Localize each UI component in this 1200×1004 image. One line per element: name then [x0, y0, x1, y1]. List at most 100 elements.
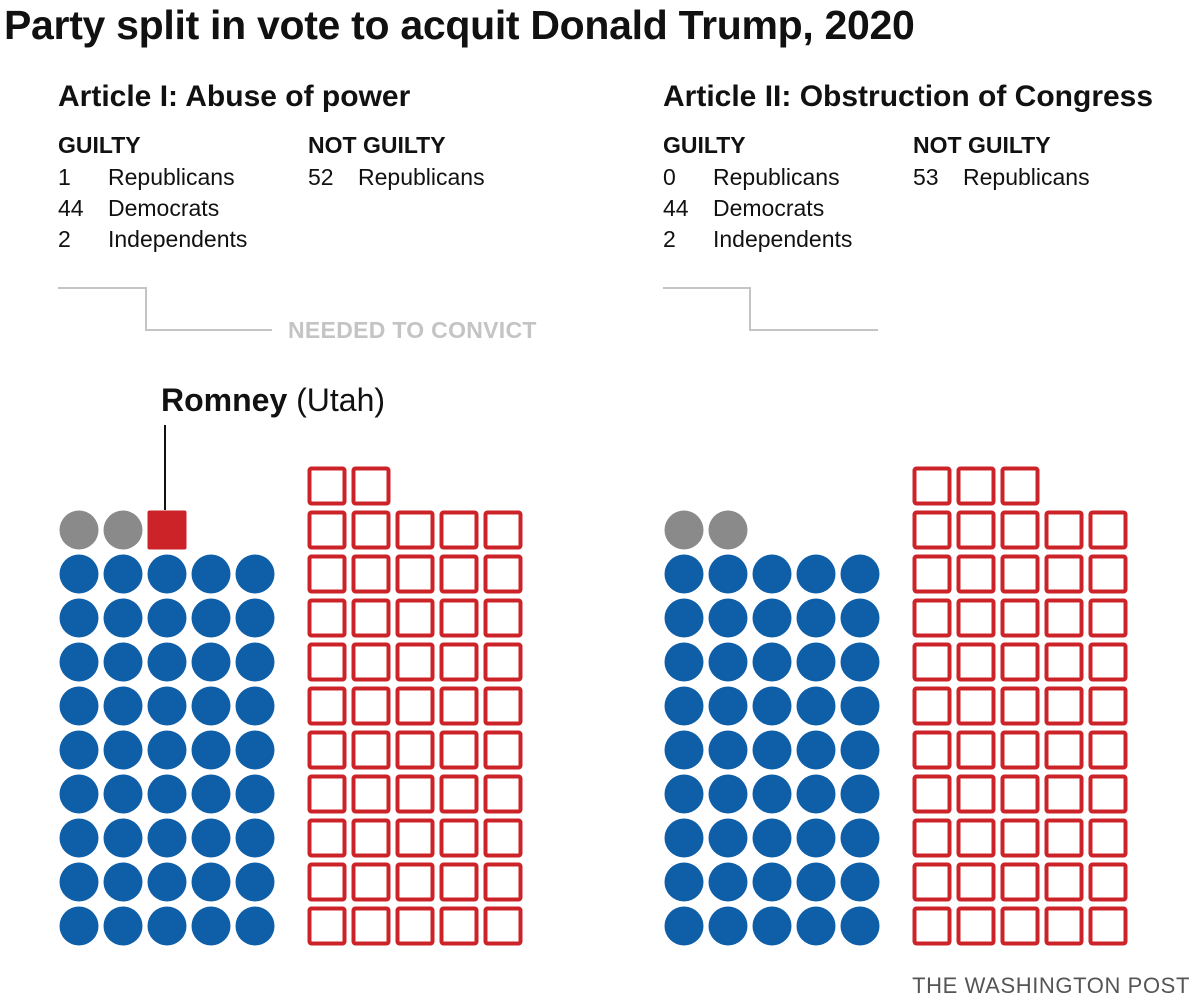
republican-not-guilty-vote	[1000, 554, 1040, 594]
republican-not-guilty-vote	[956, 906, 996, 946]
democrat-guilty-vote	[59, 862, 99, 902]
democrat-guilty-vote	[191, 642, 231, 682]
democrat-guilty-vote	[708, 730, 748, 770]
republican-not-guilty-vote	[1044, 642, 1084, 682]
republican-not-guilty-vote	[1044, 818, 1084, 858]
republican-not-guilty-vote	[956, 642, 996, 682]
democrat-guilty-vote	[752, 598, 792, 638]
republican-not-guilty-vote	[395, 598, 435, 638]
threshold-line-article-1	[58, 287, 272, 331]
republican-not-guilty-vote	[912, 510, 952, 550]
republican-not-guilty-vote	[395, 818, 435, 858]
republican-not-guilty-vote	[1000, 774, 1040, 814]
republican-not-guilty-vote	[1088, 554, 1128, 594]
republican-not-guilty-vote	[912, 730, 952, 770]
republican-not-guilty-vote	[307, 818, 347, 858]
democrat-guilty-vote	[664, 598, 704, 638]
republican-not-guilty-vote	[439, 642, 479, 682]
republican-not-guilty-vote	[956, 466, 996, 506]
democrat-guilty-vote	[191, 598, 231, 638]
republican-not-guilty-vote	[1088, 686, 1128, 726]
democrat-guilty-vote	[708, 862, 748, 902]
democrat-guilty-vote	[840, 906, 880, 946]
democrat-guilty-vote	[708, 818, 748, 858]
independent-guilty-vote	[708, 510, 748, 550]
democrat-guilty-vote	[752, 906, 792, 946]
republican-not-guilty-vote	[1044, 686, 1084, 726]
democrat-guilty-vote	[59, 554, 99, 594]
democrat-guilty-vote	[147, 818, 187, 858]
republican-not-guilty-vote	[956, 686, 996, 726]
republican-not-guilty-vote	[439, 598, 479, 638]
democrat-guilty-vote	[103, 862, 143, 902]
republican-not-guilty-vote	[395, 730, 435, 770]
democrat-guilty-vote	[59, 818, 99, 858]
democrat-guilty-vote	[752, 818, 792, 858]
democrat-guilty-vote	[708, 642, 748, 682]
republican-not-guilty-vote	[1088, 598, 1128, 638]
republican-not-guilty-vote	[351, 774, 391, 814]
republican-not-guilty-vote	[439, 906, 479, 946]
democrat-guilty-vote	[840, 598, 880, 638]
republican-not-guilty-vote	[351, 730, 391, 770]
democrat-guilty-vote	[752, 862, 792, 902]
republican-not-guilty-vote	[956, 598, 996, 638]
republican-not-guilty-vote	[307, 510, 347, 550]
article-1-guilty-heading: GUILTY	[58, 132, 141, 158]
republican-not-guilty-vote	[307, 598, 347, 638]
republican-not-guilty-vote	[1000, 510, 1040, 550]
democrat-guilty-vote	[708, 906, 748, 946]
republican-not-guilty-vote	[1044, 598, 1084, 638]
republican-not-guilty-vote	[483, 510, 523, 550]
democrat-guilty-vote	[235, 774, 275, 814]
democrat-guilty-vote	[235, 686, 275, 726]
democrat-guilty-vote	[103, 818, 143, 858]
republican-not-guilty-vote	[439, 774, 479, 814]
party: Independents	[108, 226, 248, 252]
republican-not-guilty-vote	[439, 510, 479, 550]
republican-not-guilty-vote	[1088, 818, 1128, 858]
republican-not-guilty-vote	[1000, 862, 1040, 902]
democrat-guilty-vote	[235, 818, 275, 858]
democrat-guilty-vote	[708, 774, 748, 814]
democrat-guilty-vote	[191, 554, 231, 594]
republican-not-guilty-vote	[307, 730, 347, 770]
democrat-guilty-vote	[708, 554, 748, 594]
republican-not-guilty-vote	[439, 730, 479, 770]
democrat-guilty-vote	[664, 686, 704, 726]
vote-units	[59, 466, 1128, 946]
democrat-guilty-vote	[796, 730, 836, 770]
democrat-guilty-vote	[752, 554, 792, 594]
republican-not-guilty-vote	[1000, 642, 1040, 682]
republican-not-guilty-vote	[1044, 906, 1084, 946]
article-2-title: Article II: Obstruction of Congress	[663, 80, 1154, 113]
annotation-name: Romney	[161, 382, 288, 418]
count: 1	[58, 164, 71, 190]
republican-not-guilty-vote	[483, 818, 523, 858]
republican-not-guilty-vote	[351, 642, 391, 682]
democrat-guilty-vote	[664, 906, 704, 946]
democrat-guilty-vote	[235, 862, 275, 902]
republican-not-guilty-vote	[395, 774, 435, 814]
republican-not-guilty-vote	[1044, 510, 1084, 550]
threshold-line-article-2	[663, 287, 878, 331]
republican-not-guilty-vote	[1000, 818, 1040, 858]
republican-not-guilty-vote	[912, 466, 952, 506]
chart-title: Party split in vote to acquit Donald Tru…	[4, 2, 915, 48]
republican-not-guilty-vote	[351, 598, 391, 638]
democrat-guilty-vote	[796, 554, 836, 594]
count: 44	[58, 195, 84, 221]
republican-not-guilty-vote	[912, 598, 952, 638]
republican-not-guilty-vote	[483, 554, 523, 594]
republican-not-guilty-vote	[307, 774, 347, 814]
democrat-guilty-vote	[103, 686, 143, 726]
republican-not-guilty-vote	[351, 906, 391, 946]
romney-annotation: Romney (Utah)	[161, 382, 385, 419]
republican-not-guilty-vote	[1044, 774, 1084, 814]
republican-not-guilty-vote	[351, 818, 391, 858]
republican-not-guilty-vote	[395, 686, 435, 726]
republican-not-guilty-vote	[307, 686, 347, 726]
democrat-guilty-vote	[796, 906, 836, 946]
democrat-guilty-vote	[103, 774, 143, 814]
